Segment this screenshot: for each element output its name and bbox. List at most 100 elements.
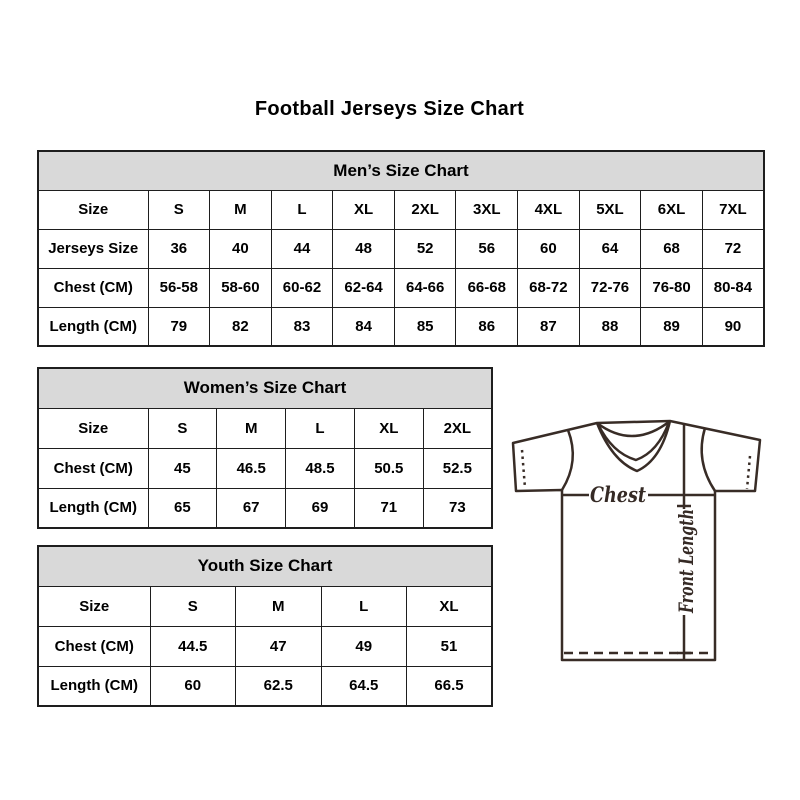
front-length-label: Front Length — [675, 509, 698, 614]
mens-size-table: Men’s Size Chart Size S M L XL 2XL 3XL 4… — [37, 150, 765, 347]
row-label: Chest (CM) — [37, 447, 149, 489]
table-row: Size S M L XL — [37, 585, 493, 627]
size-value: 56 — [455, 228, 519, 269]
size-value: 62-64 — [332, 267, 395, 308]
column-header: 5XL — [578, 189, 642, 230]
youth-table-title: Youth Size Chart — [37, 545, 493, 587]
size-value: 76-80 — [640, 267, 703, 308]
size-value: 52.5 — [422, 447, 493, 489]
right-cuff-stitch — [745, 455, 752, 490]
table-row: Chest (CM) 44.5 47 49 51 — [37, 625, 493, 667]
size-value: 84 — [332, 306, 395, 347]
size-value: 68-72 — [517, 267, 580, 308]
table-row: Jerseys Size 36 40 44 48 52 56 60 64 68 … — [37, 228, 765, 269]
table-row: Chest (CM) 45 46.5 48.5 50.5 52.5 — [37, 447, 493, 489]
size-value: 36 — [147, 228, 211, 269]
size-value: 45 — [147, 447, 218, 489]
size-value: 64.5 — [320, 665, 407, 707]
column-header: L — [285, 407, 355, 449]
column-header: XL — [332, 189, 395, 230]
column-header: Size — [37, 585, 151, 627]
table-row: Chest (CM) 56-58 58-60 60-62 62-64 64-66… — [37, 267, 765, 308]
table-row: Length (CM) 60 62.5 64.5 66.5 — [37, 665, 493, 707]
table-row: Length (CM) 65 67 69 71 73 — [37, 487, 493, 529]
size-value: 87 — [517, 306, 580, 347]
page-title: Football Jerseys Size Chart — [254, 98, 525, 120]
front-length-label-bg — [671, 509, 697, 615]
column-header: M — [216, 407, 287, 449]
jersey-measurement-diagram: Chest Front Length — [511, 419, 762, 662]
size-value: 89 — [640, 306, 703, 347]
size-value: 82 — [209, 306, 272, 347]
size-value: 48.5 — [285, 447, 355, 489]
womens-table-title: Women’s Size Chart — [37, 367, 493, 409]
right-sleeve-seam — [700, 427, 717, 492]
womens-size-table: Women’s Size Chart Size S M L XL 2XL Che… — [37, 367, 493, 529]
row-label: Jerseys Size — [37, 228, 149, 269]
size-value: 49 — [320, 625, 407, 667]
size-value: 40 — [209, 228, 272, 269]
size-value: 60 — [149, 665, 236, 707]
collar-inner-curve — [596, 421, 671, 462]
size-value: 44.5 — [149, 625, 236, 667]
size-value: 85 — [393, 306, 457, 347]
size-value: 67 — [216, 487, 287, 529]
row-label: Chest (CM) — [37, 267, 149, 308]
column-header: 2XL — [422, 407, 493, 449]
table-row: Size S M L XL 2XL — [37, 407, 493, 449]
size-value: 58-60 — [209, 267, 272, 308]
column-header: Size — [37, 189, 149, 230]
size-value: 64 — [578, 228, 642, 269]
jersey-outline — [511, 419, 762, 662]
column-header: XL — [406, 585, 493, 627]
size-value: 68 — [640, 228, 703, 269]
size-value: 60 — [517, 228, 580, 269]
column-header: Size — [37, 407, 149, 449]
column-header: 4XL — [517, 189, 580, 230]
column-header: S — [149, 585, 236, 627]
youth-size-table: Youth Size Chart Size S M L XL Chest (CM… — [37, 545, 493, 707]
mens-table-title: Men’s Size Chart — [37, 150, 765, 191]
column-header: M — [235, 585, 322, 627]
size-value: 60-62 — [270, 267, 334, 308]
column-header: S — [147, 189, 211, 230]
size-value: 86 — [455, 306, 519, 347]
column-header: S — [147, 407, 218, 449]
row-label: Length (CM) — [37, 487, 149, 529]
size-value: 88 — [578, 306, 642, 347]
column-header: L — [270, 189, 334, 230]
size-value: 44 — [270, 228, 334, 269]
size-value: 48 — [332, 228, 395, 269]
size-value: 50.5 — [353, 447, 424, 489]
size-value: 73 — [422, 487, 493, 529]
size-value: 69 — [285, 487, 355, 529]
column-header: XL — [353, 407, 424, 449]
collar-back-curve — [596, 420, 671, 438]
column-header: L — [320, 585, 407, 627]
collar-outer-vneck — [595, 420, 672, 473]
size-value: 72-76 — [578, 267, 642, 308]
size-value: 79 — [147, 306, 211, 347]
size-value: 71 — [353, 487, 424, 529]
size-value: 64-66 — [393, 267, 457, 308]
left-sleeve-seam — [560, 429, 574, 491]
column-header: 6XL — [640, 189, 703, 230]
size-value: 65 — [147, 487, 218, 529]
column-header: M — [209, 189, 272, 230]
size-value: 80-84 — [701, 267, 765, 308]
size-value: 66-68 — [455, 267, 519, 308]
size-value: 62.5 — [235, 665, 322, 707]
size-value: 46.5 — [216, 447, 287, 489]
column-header: 2XL — [393, 189, 457, 230]
size-value: 47 — [235, 625, 322, 667]
table-row: Length (CM) 79 82 83 84 85 86 87 88 89 9… — [37, 306, 765, 347]
chest-label: Chest — [590, 482, 646, 507]
column-header: 3XL — [455, 189, 519, 230]
size-value: 56-58 — [147, 267, 211, 308]
row-label: Length (CM) — [37, 665, 151, 707]
row-label: Chest (CM) — [37, 625, 151, 667]
size-value: 83 — [270, 306, 334, 347]
size-value: 90 — [701, 306, 765, 347]
size-value: 51 — [406, 625, 493, 667]
